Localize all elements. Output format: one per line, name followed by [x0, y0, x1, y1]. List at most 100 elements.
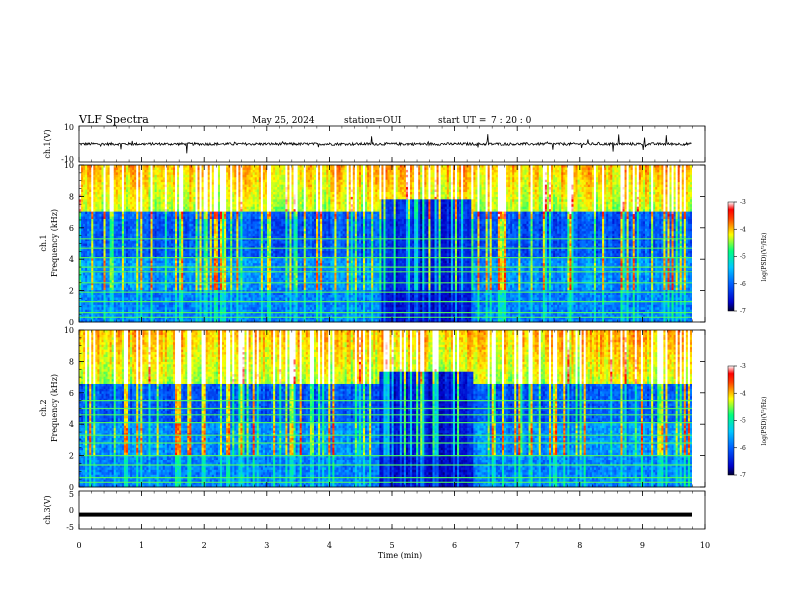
spectrogram-cell — [203, 309, 206, 313]
spectrogram-cell — [119, 182, 123, 185]
spectrogram-cell — [83, 204, 86, 207]
spectrogram-cell — [83, 285, 86, 288]
spectrogram-cell — [97, 245, 100, 249]
spectrogram-cell — [207, 167, 211, 171]
spectrogram-cell — [103, 295, 106, 298]
spectrogram-cell — [156, 317, 159, 320]
spectrogram-cell — [79, 194, 82, 198]
spectrogram-cell — [183, 277, 186, 281]
spectrogram-cell — [175, 317, 178, 320]
spectrogram-cell — [191, 263, 194, 266]
spectrogram-cell — [234, 319, 237, 323]
spectrogram-cell — [81, 312, 84, 315]
spectrogram-cell — [91, 236, 94, 239]
spectrogram-cell — [158, 295, 162, 298]
spectrogram-cell — [97, 250, 100, 254]
spectrogram-cell — [166, 223, 170, 227]
spectrogram-cell — [113, 214, 117, 217]
spectrogram-cell — [158, 319, 162, 323]
spectrogram-cell — [97, 179, 100, 183]
spectrogram-cell — [197, 187, 200, 190]
spectrogram-cell — [191, 292, 194, 296]
spectrogram-cell — [105, 253, 108, 257]
spectrogram-cell — [150, 223, 153, 227]
spectrogram-cell — [207, 191, 211, 195]
spectrogram-cell — [224, 280, 227, 284]
spectrogram-cell — [103, 319, 106, 323]
spectrogram-cell — [136, 226, 139, 230]
spectrogram-cell — [156, 233, 159, 237]
spectrogram-cell — [144, 206, 147, 210]
spectrogram-cell — [152, 218, 155, 222]
spectrogram-cell — [81, 206, 84, 210]
spectrogram-cell — [170, 201, 174, 205]
spectrogram-cell — [166, 287, 170, 291]
spectrogram-cell — [215, 177, 219, 181]
spectrogram-cell — [193, 277, 196, 281]
spectrogram-cell — [99, 238, 102, 242]
spectrogram-cell — [85, 307, 88, 311]
spectrogram-cell — [187, 228, 190, 232]
spectrogram-cell — [170, 238, 174, 242]
spectrogram-cell — [130, 199, 133, 203]
spectrogram-cell — [79, 199, 82, 203]
spectrogram-cell — [152, 272, 155, 276]
spectrogram-cell — [193, 231, 196, 234]
spectrogram-cell — [203, 280, 206, 284]
spectrogram-cell — [87, 245, 90, 249]
spectrogram-cell — [79, 211, 82, 215]
spectrogram-cell — [111, 233, 115, 237]
spectrogram-cell — [189, 280, 192, 284]
spectrogram-cell — [213, 223, 217, 227]
spectrogram-cell — [179, 307, 182, 311]
spectrogram-cell — [160, 196, 164, 200]
spectrogram-cell — [148, 245, 151, 249]
spectrogram-cell — [183, 238, 186, 242]
spectrogram-cell — [123, 280, 127, 284]
spectrogram-cell — [101, 189, 104, 193]
spectrogram-cell — [203, 209, 206, 212]
spectrogram-cell — [136, 206, 139, 210]
spectrogram-cell — [172, 174, 176, 178]
spectrogram-cell — [228, 182, 231, 185]
spectrogram-cell — [228, 209, 231, 212]
spectrogram-cell — [91, 245, 94, 249]
spectrogram-cell — [113, 218, 117, 222]
spectrogram-cell — [213, 231, 217, 234]
spectrogram-cell — [166, 280, 170, 284]
spectrogram-cell — [199, 260, 202, 264]
spectrogram-cell — [87, 182, 90, 185]
spectrogram-cell — [146, 314, 149, 318]
spectrogram-cell — [189, 260, 192, 264]
spectrogram-cell — [93, 206, 96, 210]
spectrogram-cell — [89, 233, 92, 237]
spectrogram-cell — [113, 260, 117, 264]
spectrogram-cell — [211, 201, 215, 205]
spectrogram-cell — [183, 206, 186, 210]
spectrogram-cell — [128, 314, 131, 318]
spectrogram-cell — [224, 177, 227, 181]
spectrogram-cell — [115, 204, 119, 207]
spectrogram-cell — [175, 174, 178, 178]
spectrogram-cell — [197, 184, 200, 188]
spectrogram-cell — [89, 199, 92, 203]
spectrogram-cell — [158, 317, 162, 320]
spectrogram-cell — [234, 250, 237, 254]
spectrogram-cell — [203, 204, 206, 207]
spectrogram-cell — [197, 216, 200, 220]
spectrogram-cell — [93, 216, 96, 220]
spectrogram-cell — [113, 287, 117, 291]
spectrogram-cell — [222, 167, 225, 171]
spectrogram-cell — [148, 307, 151, 311]
spectrogram-cell — [217, 165, 221, 168]
spectrogram-cell — [232, 226, 235, 230]
spectrogram-cell — [111, 292, 115, 296]
spectrogram-cell — [160, 238, 164, 242]
spectrogram-cell — [142, 309, 145, 313]
spectrogram-cell — [191, 184, 194, 188]
spectrogram-cell — [113, 179, 117, 183]
spectrogram-cell — [126, 243, 129, 247]
spectrogram-cell — [217, 245, 221, 249]
spectrogram-cell — [148, 304, 151, 308]
spectrogram-cell — [193, 209, 196, 212]
